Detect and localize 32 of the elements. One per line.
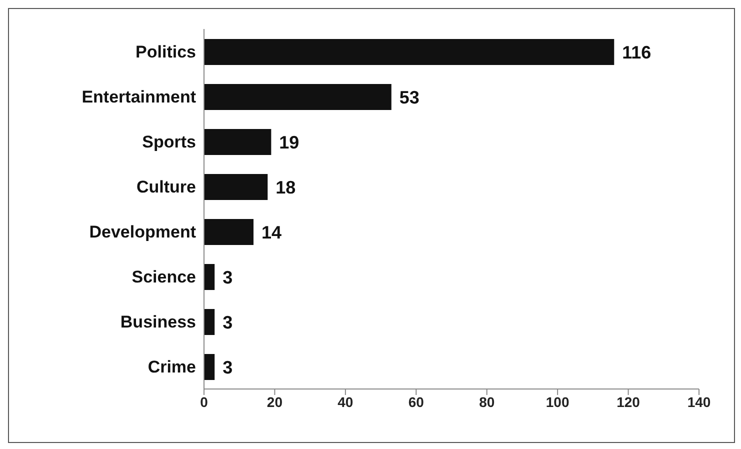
bar xyxy=(204,354,215,380)
bar xyxy=(204,84,392,110)
data-label: 3 xyxy=(222,312,233,332)
data-label: 3 xyxy=(222,267,233,288)
y-tick-label: Entertainment xyxy=(82,88,196,107)
y-tick-label: Science xyxy=(132,268,196,287)
data-label: 3 xyxy=(222,357,233,378)
y-tick-label: Culture xyxy=(136,178,196,197)
data-label: 116 xyxy=(622,42,652,62)
x-tick-label: 140 xyxy=(687,394,711,410)
x-tick-label: 0 xyxy=(200,394,208,410)
x-tick-label: 20 xyxy=(266,394,283,410)
y-tick-label: Development xyxy=(89,222,196,242)
x-tick-label: 60 xyxy=(408,394,424,410)
x-tick-label: 100 xyxy=(546,394,570,410)
data-label: 14 xyxy=(262,222,282,242)
bar xyxy=(204,309,215,335)
x-tick-label: 120 xyxy=(616,394,640,410)
bar xyxy=(204,174,268,200)
y-tick-label: Crime xyxy=(148,358,196,377)
bar xyxy=(204,129,272,155)
data-label: 53 xyxy=(399,87,420,108)
x-tick-label: 40 xyxy=(338,394,354,410)
y-tick-label: Sports xyxy=(142,132,196,152)
y-tick-label: Business xyxy=(120,312,196,332)
y-tick-label: Politics xyxy=(136,42,196,62)
data-label: 19 xyxy=(279,132,300,152)
data-label: 18 xyxy=(276,177,296,198)
x-tick-label: 80 xyxy=(479,394,495,410)
bar xyxy=(204,264,215,290)
bar xyxy=(204,219,254,245)
bar xyxy=(204,39,614,65)
